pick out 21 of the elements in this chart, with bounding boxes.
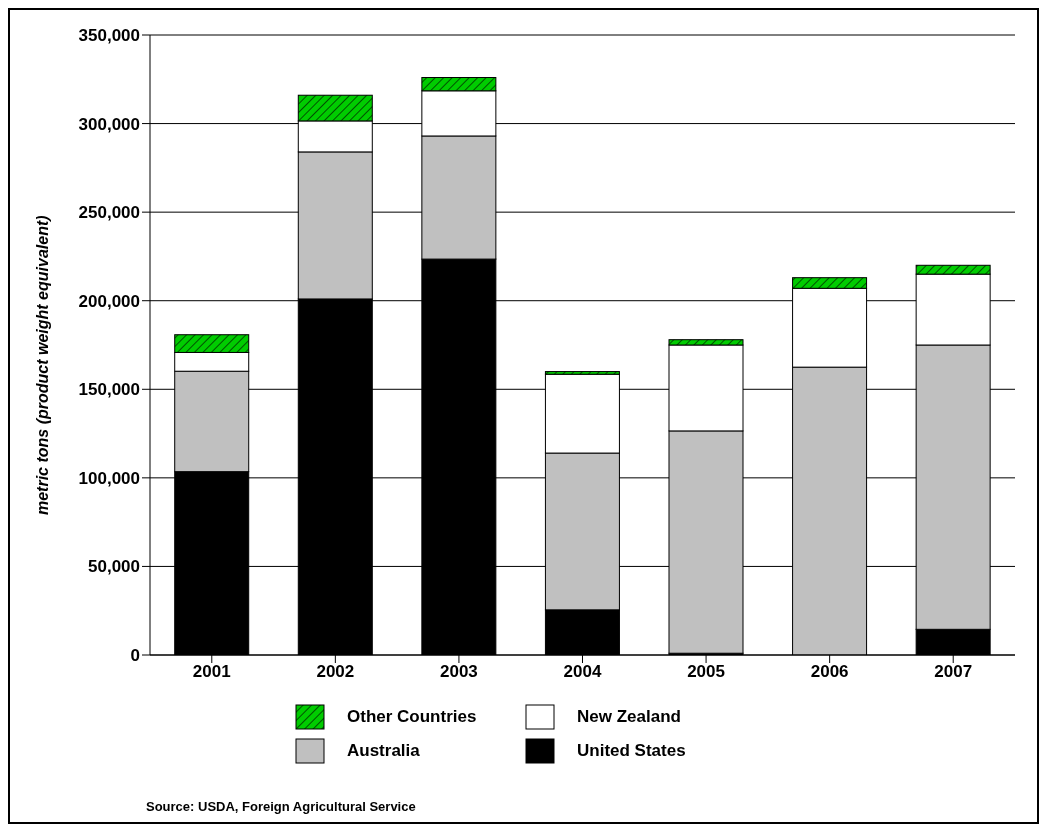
y-tick-label: 100,000 (78, 468, 140, 488)
legend-label: New Zealand (577, 707, 681, 727)
x-tick-label: 2007 (934, 662, 973, 682)
x-tick-label: 2005 (687, 662, 725, 682)
y-tick-label: 250,000 (78, 203, 140, 223)
y-axis-title: metric tons (product weight equivalent) (33, 215, 51, 515)
legend-label: Australia (347, 741, 420, 761)
x-tick-label: 2001 (192, 662, 231, 682)
x-tick-label: 2004 (563, 662, 602, 682)
x-tick-label: 2002 (316, 662, 355, 682)
y-tick-label: 350,000 (78, 26, 140, 46)
y-tick-label: 150,000 (78, 380, 140, 400)
x-tick-label: 2003 (440, 662, 478, 682)
y-tick-label: 50,000 (88, 557, 140, 577)
y-tick-label: 0 (130, 646, 140, 666)
legend-label: United States (577, 741, 686, 761)
y-tick-label: 300,000 (78, 114, 140, 134)
x-tick-label: 2006 (810, 662, 849, 682)
y-tick-label: 200,000 (78, 291, 140, 311)
source-note: Source: USDA, Foreign Agricultural Service (146, 799, 416, 814)
legend-label: Other Countries (347, 707, 477, 727)
